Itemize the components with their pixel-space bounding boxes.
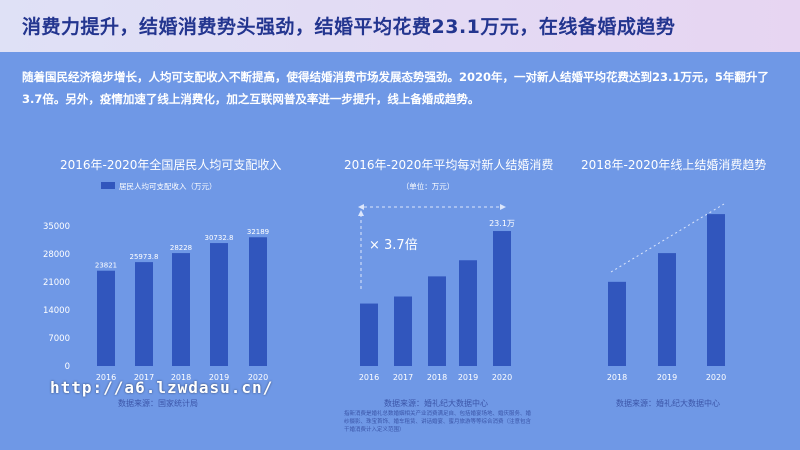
chart2-arrow-right-icon bbox=[500, 204, 506, 210]
chart2-xtick-label: 2020 bbox=[492, 373, 512, 382]
chart2-xtick-label: 2017 bbox=[393, 373, 413, 382]
chart2-title: 2016年-2020年平均每对新人结婚消费 bbox=[344, 158, 554, 172]
chart3-xtick-label: 2019 bbox=[657, 373, 677, 382]
chart1-bar-2018 bbox=[172, 253, 190, 366]
chart1-bar-2020 bbox=[249, 237, 267, 366]
watermark-url: http://a6.lzwdasu.cn/ bbox=[50, 378, 274, 397]
chart1-bar-2016 bbox=[97, 270, 115, 366]
chart1-ytick-label: 21000 bbox=[43, 278, 70, 288]
chart2-unit-label: （单位：万元） bbox=[402, 181, 455, 191]
chart2-arrow-left-icon bbox=[358, 204, 364, 210]
chart2-data-label: 23.1万 bbox=[489, 219, 515, 228]
chart1-xtick-label: 2017 bbox=[134, 373, 154, 382]
chart2-bar-2017 bbox=[394, 296, 412, 366]
chart1-ytick-label: 28000 bbox=[43, 250, 70, 260]
chart2-xtick-label: 2016 bbox=[359, 373, 379, 382]
chart3-xtick-label: 2018 bbox=[607, 373, 627, 382]
chart1-source: 数据来源：国家统计局 bbox=[118, 398, 198, 408]
chart2-xtick-label: 2019 bbox=[458, 373, 478, 382]
chart2-bar-2018 bbox=[428, 276, 446, 366]
chart1-ytick-label: 0 bbox=[65, 362, 70, 372]
chart1-title: 2016年-2020年全国居民人均可支配收入 bbox=[60, 158, 282, 172]
chart1-xtick-label: 2018 bbox=[171, 373, 191, 382]
chart3-title: 2018年-2020年线上结婚消费趋势 bbox=[581, 158, 767, 172]
chart2-bar-2019 bbox=[459, 260, 477, 366]
chart3-xtick-label: 2020 bbox=[706, 373, 726, 382]
chart2-source: 数据来源：婚礼纪大数据中心 bbox=[384, 398, 488, 408]
chart1-ytick-label: 7000 bbox=[48, 334, 70, 344]
chart3-bar-2020 bbox=[707, 214, 725, 366]
chart3-trend-dashed-line bbox=[610, 203, 725, 273]
chart1-bar-2019 bbox=[210, 243, 228, 366]
chart1-legend-swatch bbox=[101, 182, 115, 189]
chart1-xtick-label: 2016 bbox=[96, 373, 116, 382]
chart1-ytick-label: 35000 bbox=[43, 222, 70, 232]
chart1-data-label: 30732.8 bbox=[205, 234, 234, 242]
chart3-bar-2019 bbox=[658, 253, 676, 366]
chart2-xtick-label: 2018 bbox=[427, 373, 447, 382]
chart2-arrow-up-icon bbox=[358, 210, 364, 216]
chart1-data-label: 32189 bbox=[247, 228, 269, 236]
chart3-bar-2018 bbox=[608, 281, 626, 366]
chart1-data-label: 25973.8 bbox=[130, 253, 159, 261]
chart1-data-label: 28228 bbox=[170, 244, 192, 252]
chart3-source: 数据来源：婚礼纪大数据中心 bbox=[616, 398, 720, 408]
chart1-xtick-label: 2020 bbox=[248, 373, 268, 382]
chart1-bar-2017 bbox=[135, 262, 153, 366]
chart1-data-label: 23821 bbox=[95, 262, 117, 270]
chart1-ytick-label: 14000 bbox=[43, 306, 70, 316]
title-bar: 消费力提升，结婚消费势头强劲，结婚平均花费23.1万元，在线备婚成趋势 bbox=[0, 0, 800, 52]
page-title: 消费力提升，结婚消费势头强劲，结婚平均花费23.1万元，在线备婚成趋势 bbox=[22, 16, 676, 38]
chart1-xtick-label: 2019 bbox=[209, 373, 229, 382]
chart2-footnote: 指新消费是婚礼总数婚姻相关产业消费满足自、包括婚宴场地、婚庆服务、婚纱摄影、珠宝… bbox=[344, 411, 532, 433]
chart2-bar-2020 bbox=[493, 231, 511, 366]
intro-paragraph: 随着国民经济稳步增长，人均可支配收入不断提高，使得结婚消费市场发展态势强劲。20… bbox=[22, 70, 769, 106]
chart1-legend-label: 居民人均可支配收入（万元） bbox=[119, 181, 217, 191]
chart2-bar-2016 bbox=[360, 303, 378, 366]
chart2-growth-annotation: × 3.7倍 bbox=[369, 238, 418, 253]
